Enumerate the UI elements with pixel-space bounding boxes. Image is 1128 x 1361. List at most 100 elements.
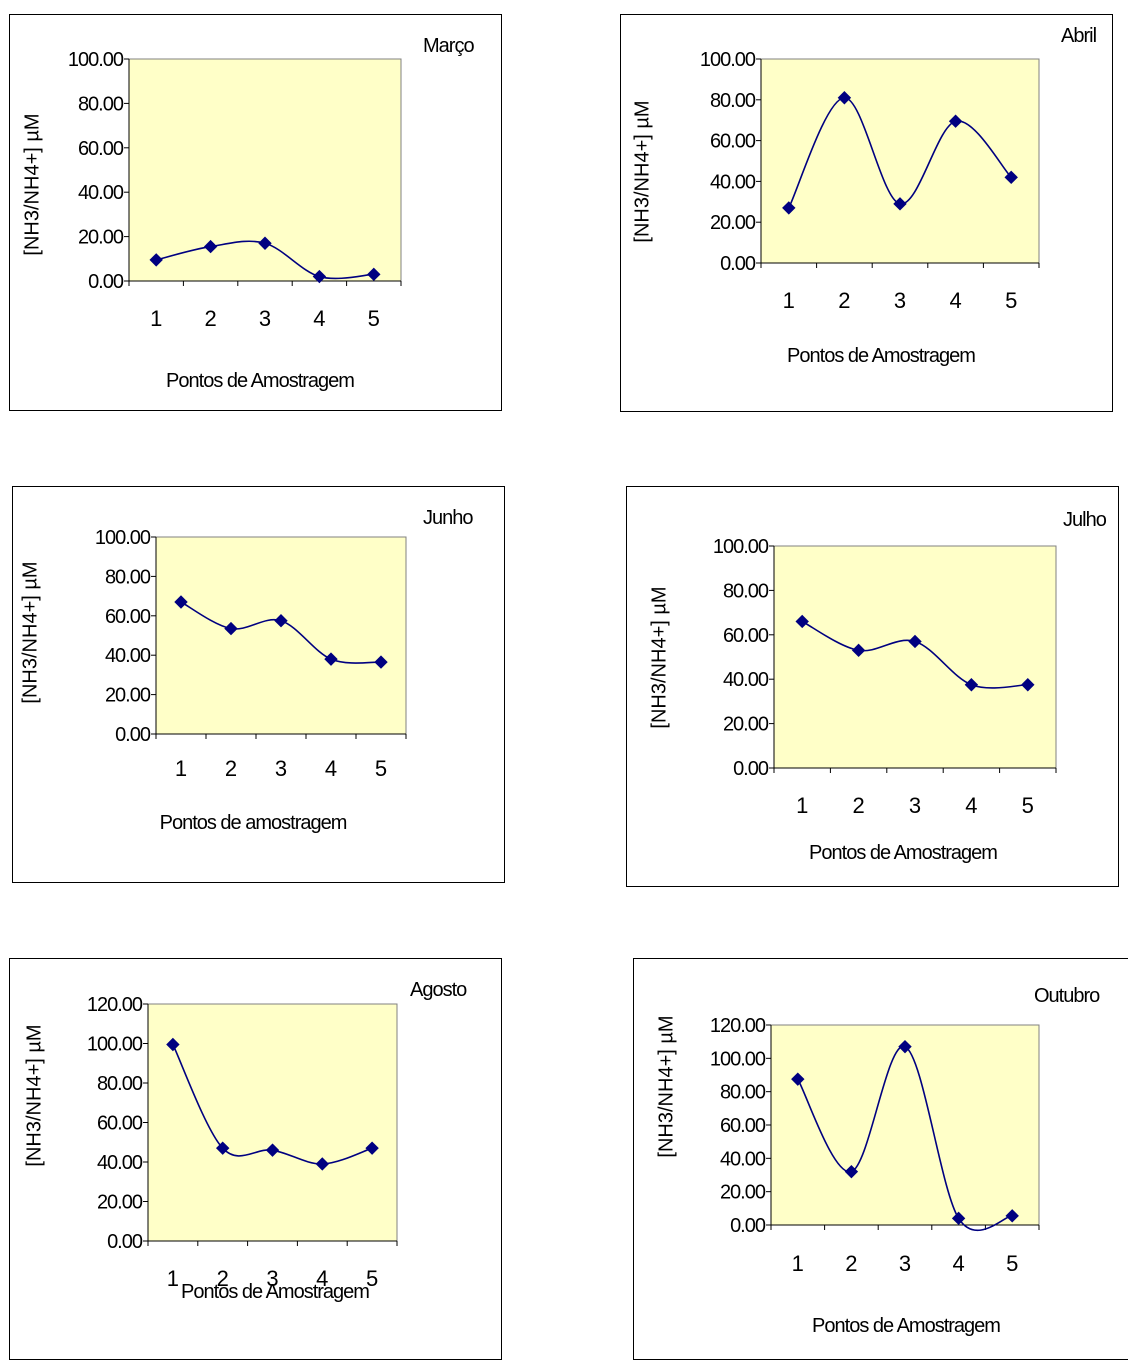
x-tick-label: 5 — [375, 756, 387, 781]
y-axis-label: [NH3/NH4+] µM — [631, 100, 654, 243]
data-point — [791, 1072, 805, 1086]
x-tick-label: 1 — [150, 306, 162, 331]
y-tick-label: 0.00 — [88, 271, 124, 293]
y-tick-label: 60.00 — [97, 1113, 143, 1135]
x-axis-label: Pontos de Amostragem — [166, 370, 355, 392]
data-point — [365, 1141, 379, 1155]
data-point — [224, 621, 238, 636]
data-point — [948, 114, 963, 128]
data-point — [844, 1164, 859, 1179]
data-point — [274, 614, 288, 628]
x-tick-label: 2 — [204, 306, 216, 331]
chart-svg: 100.00 80.00 60.00 40.00 20.00 0.00 1 2 3 4 5 — [700, 49, 1040, 313]
x-tick-label: 4 — [965, 793, 977, 818]
x-tick-label: 4 — [325, 756, 337, 781]
chart-title: Março — [423, 35, 475, 57]
data-point — [837, 91, 852, 105]
x-tick-label: 2 — [217, 1266, 229, 1291]
x-tick-label: 3 — [275, 756, 287, 781]
chart-svg: 120.00 100.00 80.00 60.00 40.00 20.00 0.00 1 2 3 4… — [87, 994, 398, 1291]
x-tick-label: 2 — [838, 288, 850, 313]
chart-panel-abril: 100.00 80.00 60.00 40.00 20.00 0.00 1 2 3 4 5 Abri… — [620, 14, 1113, 412]
y-tick-label: 20.00 — [710, 212, 756, 234]
chart-panel-marco: 100.00 80.00 60.00 40.00 20.00 0.00 1 2 3 4 5 Març… — [9, 14, 502, 411]
y-tick-label: 20.00 — [723, 714, 769, 736]
y-axis-label: [NH3/NH4+] µM — [648, 586, 671, 729]
y-axis-label: [NH3/NH4+] µM — [655, 1015, 678, 1158]
y-tick-label: 0.00 — [733, 758, 769, 780]
data-point — [964, 678, 979, 692]
data-point — [312, 269, 327, 284]
chart-svg: 100.00 80.00 60.00 40.00 20.00 0.00 1 2 3 4 5 — [68, 49, 402, 331]
x-tick-label: 4 — [952, 1251, 964, 1276]
data-point — [851, 643, 866, 658]
x-tick-label: 2 — [852, 793, 864, 818]
plot-area — [147, 1003, 398, 1242]
x-tick-label: 2 — [845, 1251, 857, 1276]
y-tick-label: 60.00 — [105, 606, 151, 628]
data-point — [258, 236, 272, 250]
chart-panel-junho: 100.00 80.00 60.00 40.00 20.00 0.00 1 2 3 4 5 Junh… — [12, 486, 505, 883]
x-tick-label: 3 — [909, 793, 921, 818]
x-axis-label: Pontos de amostragem — [159, 812, 348, 834]
y-tick-label: 0.00 — [720, 253, 756, 275]
y-tick-label: 40.00 — [710, 171, 756, 193]
data-point — [315, 1157, 330, 1171]
data-point — [898, 1039, 912, 1054]
x-tick-label: 3 — [259, 306, 271, 331]
y-tick-label: 120.00 — [710, 1015, 766, 1037]
y-tick-label: 40.00 — [723, 669, 769, 691]
data-point — [951, 1211, 966, 1226]
data-point — [908, 634, 922, 649]
x-tick-label: 1 — [783, 288, 795, 313]
chart-svg: 100.00 80.00 60.00 40.00 20.00 0.00 1 2 3 4 5 — [713, 536, 1057, 818]
x-axis-label: Pontos de Amostragem — [181, 1281, 370, 1303]
y-tick-label: 40.00 — [97, 1152, 143, 1174]
y-tick-label: 20.00 — [105, 685, 151, 707]
data-point — [166, 1037, 180, 1052]
x-tick-label: 1 — [796, 793, 808, 818]
data-point — [215, 1141, 230, 1155]
plot-area — [770, 1024, 1040, 1226]
y-tick-label: 0.00 — [115, 724, 151, 746]
chart-title: Abril — [1061, 25, 1097, 47]
y-tick-label: 80.00 — [78, 93, 124, 115]
y-tick-label: 20.00 — [78, 227, 124, 249]
chart-svg: 120.00 100.00 80.00 60.00 40.00 20.00 0.00 1 2 3 4… — [710, 1015, 1040, 1276]
x-tick-label: 3 — [894, 288, 906, 313]
data-point — [1004, 170, 1018, 185]
x-tick-label: 1 — [175, 756, 187, 781]
y-tick-label: 80.00 — [710, 90, 756, 112]
y-tick-label: 60.00 — [720, 1115, 766, 1137]
data-point — [203, 239, 218, 254]
data-point — [324, 652, 338, 666]
x-tick-label: 5 — [1022, 793, 1034, 818]
plot-area — [760, 58, 1040, 264]
data-point — [795, 614, 809, 629]
y-axis-label: [NH3/NH4+] µM — [23, 1024, 46, 1167]
data-point — [367, 267, 381, 282]
x-tick-label: 1 — [167, 1266, 179, 1291]
y-tick-label: 0.00 — [107, 1231, 143, 1253]
y-tick-label: 0.00 — [730, 1215, 766, 1237]
chart-title: Outubro — [1034, 985, 1100, 1007]
y-tick-label: 80.00 — [105, 566, 151, 588]
y-tick-label: 60.00 — [710, 131, 756, 153]
x-tick-label: 4 — [316, 1266, 328, 1291]
data-point — [893, 197, 907, 211]
data-point — [782, 201, 796, 215]
x-tick-label: 4 — [313, 306, 325, 331]
data-point — [1005, 1209, 1019, 1223]
data-point — [149, 253, 163, 267]
y-tick-label: 20.00 — [97, 1192, 143, 1214]
y-tick-label: 40.00 — [78, 182, 124, 204]
x-tick-label: 5 — [366, 1266, 378, 1291]
y-tick-label: 60.00 — [78, 138, 124, 160]
x-tick-label: 5 — [368, 306, 380, 331]
x-axis-label: Pontos de Amostragem — [787, 345, 976, 367]
x-tick-label: 4 — [949, 288, 961, 313]
y-tick-label: 100.00 — [95, 527, 151, 549]
plot-area — [773, 545, 1057, 769]
data-point — [174, 595, 188, 609]
chart-panel-julho: 100.00 80.00 60.00 40.00 20.00 0.00 1 2 3 4 5 Julh… — [626, 486, 1119, 887]
